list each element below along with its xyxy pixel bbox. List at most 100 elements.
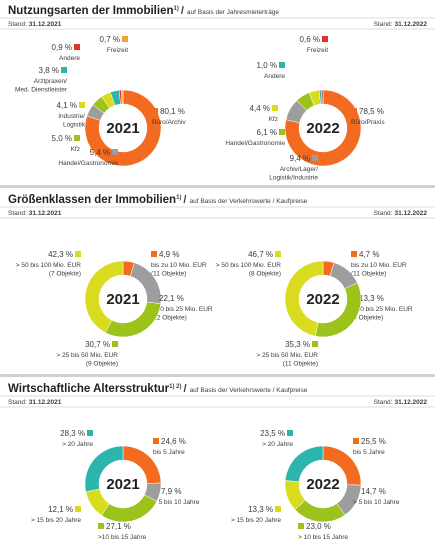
value-label: 35,3 %	[285, 340, 310, 349]
segment-label: > 10 bis 25 Mio. EUR	[151, 306, 213, 313]
legend-swatch	[272, 105, 278, 111]
segment-label: > 15 bis 20 Jahre	[231, 517, 281, 524]
value-label: 4,4 %	[250, 104, 270, 113]
segment-label: Handel/Gastronomie	[58, 160, 118, 167]
donut-segment	[101, 494, 158, 523]
stand-date: Stand: 31.12.2021	[8, 210, 62, 217]
value-label: 27,1 %	[106, 522, 131, 531]
title: Wirtschaftliche Altersstruktur	[8, 383, 170, 395]
stand-label: Stand:	[374, 21, 393, 28]
stand-label: Stand:	[374, 399, 393, 406]
legend-swatch	[152, 108, 158, 114]
segment-label: Andere	[264, 73, 285, 80]
donut-segment	[84, 89, 162, 167]
stand-label: Stand:	[8, 210, 27, 217]
year-label: 2021	[106, 291, 139, 308]
segment-label: Andere	[59, 55, 80, 62]
superscript: 1)	[176, 195, 181, 201]
value-label: 80,1 %	[160, 107, 185, 116]
legend-swatch	[279, 129, 285, 135]
segment-label: > 15 bis 20 Jahre	[31, 517, 81, 524]
stand-label: Stand:	[8, 21, 27, 28]
value-label: 5,4 %	[90, 148, 110, 157]
date: 31.12.2022	[394, 21, 427, 28]
stand-date: Stand: 31.12.2022	[374, 399, 428, 406]
subtitle: auf Basis der Verkehrswerte / Kaufpreise	[190, 387, 308, 394]
separator: /	[183, 194, 186, 206]
segment-label: Handel/Gastronomie	[225, 140, 285, 147]
year-label: 2021	[106, 476, 139, 493]
stand-label: Stand:	[374, 210, 393, 217]
segment-label: Kfz	[71, 146, 80, 153]
legend-swatch	[98, 523, 104, 529]
segment-label: (9 Objekte)	[86, 361, 118, 368]
legend-swatch	[61, 67, 67, 73]
value-label: 6,1 %	[257, 128, 277, 137]
legend-swatch	[279, 62, 285, 68]
segment-label: > 20 Jahre	[262, 441, 293, 448]
segment-label: > 20 Jahre	[62, 441, 93, 448]
donut-segment	[321, 89, 324, 105]
segment-label: bis 5 Jahre	[153, 449, 185, 456]
segment-label: Kfz	[269, 116, 278, 123]
value-label: 24,6 %	[161, 437, 186, 446]
year-label: 2022	[306, 291, 339, 308]
segment-label: > 50 bis 100 Mio. EUR	[16, 262, 82, 269]
value-label: 14,7 %	[361, 487, 386, 496]
legend-swatch	[74, 44, 80, 50]
segment-label: Büro/Archiv	[152, 119, 186, 126]
subtitle: auf Basis der Jahresmieterträge	[187, 9, 280, 16]
segment-label: > 10 bis 25 Mio. EUR	[351, 306, 413, 313]
donut-segment	[284, 89, 362, 167]
legend-swatch	[75, 506, 81, 512]
value-label: 13,3 %	[248, 505, 273, 514]
value-label: 46,7 %	[248, 250, 273, 259]
legend-swatch	[79, 102, 85, 108]
legend-swatch	[112, 149, 118, 155]
segment-label: (8 Objekte)	[249, 271, 281, 278]
segment-label: Logistik	[63, 122, 86, 129]
year-label: 2022	[306, 120, 339, 137]
separator: /	[181, 5, 184, 17]
segment-label: > 5 bis 10 Jahre	[353, 499, 400, 506]
legend-swatch	[312, 155, 318, 161]
segment-label: (11 Objekte)	[283, 361, 318, 368]
value-label: 23,0 %	[306, 522, 331, 531]
segment-label: Logistik/Industrie	[269, 175, 318, 182]
segment-label: (11 Objekte)	[351, 271, 386, 278]
section-divider	[0, 185, 435, 188]
section-title: Nutzungsarten der Immobilien1) / auf Basis…	[8, 5, 279, 17]
date: 31.12.2021	[29, 210, 62, 217]
value-label: 0,7 %	[100, 35, 120, 44]
legend-swatch	[75, 251, 81, 257]
value-label: 12,1 %	[48, 505, 73, 514]
stand-date: Stand: 31.12.2022	[374, 21, 428, 28]
title: Nutzungsarten der Immobilien	[8, 5, 174, 17]
legend-swatch	[351, 251, 357, 257]
segment-label: > 10 bis 15 Jahre	[298, 534, 348, 541]
donut-segment	[284, 445, 324, 483]
value-label: 13,3 %	[359, 294, 384, 303]
legend-swatch	[151, 251, 157, 257]
donut-segment	[84, 445, 124, 493]
value-label: 22,1 %	[159, 294, 184, 303]
segment-label: > 25 bis 50 Mio. EUR	[56, 352, 118, 359]
year-label: 2022	[306, 476, 339, 493]
legend-swatch	[353, 488, 359, 494]
date: 31.12.2022	[394, 210, 427, 217]
segment-label: (12 Objekte)	[151, 315, 187, 322]
stand-label: Stand:	[8, 399, 27, 406]
segment-label: (7 Objekte)	[49, 271, 81, 278]
date: 31.12.2021	[29, 399, 62, 406]
section-title: Größenklassen der Immobilien1) / auf Basis…	[8, 194, 308, 206]
value-label: 28,3 %	[60, 429, 85, 438]
donut-segment	[84, 260, 124, 333]
donut-segment	[284, 260, 324, 337]
legend-swatch	[351, 108, 357, 114]
value-label: 25,5 %	[361, 437, 386, 446]
segment-label: Freizeit	[307, 47, 329, 54]
legend-swatch	[287, 430, 293, 436]
legend-swatch	[74, 135, 80, 141]
legend-swatch	[322, 36, 328, 42]
